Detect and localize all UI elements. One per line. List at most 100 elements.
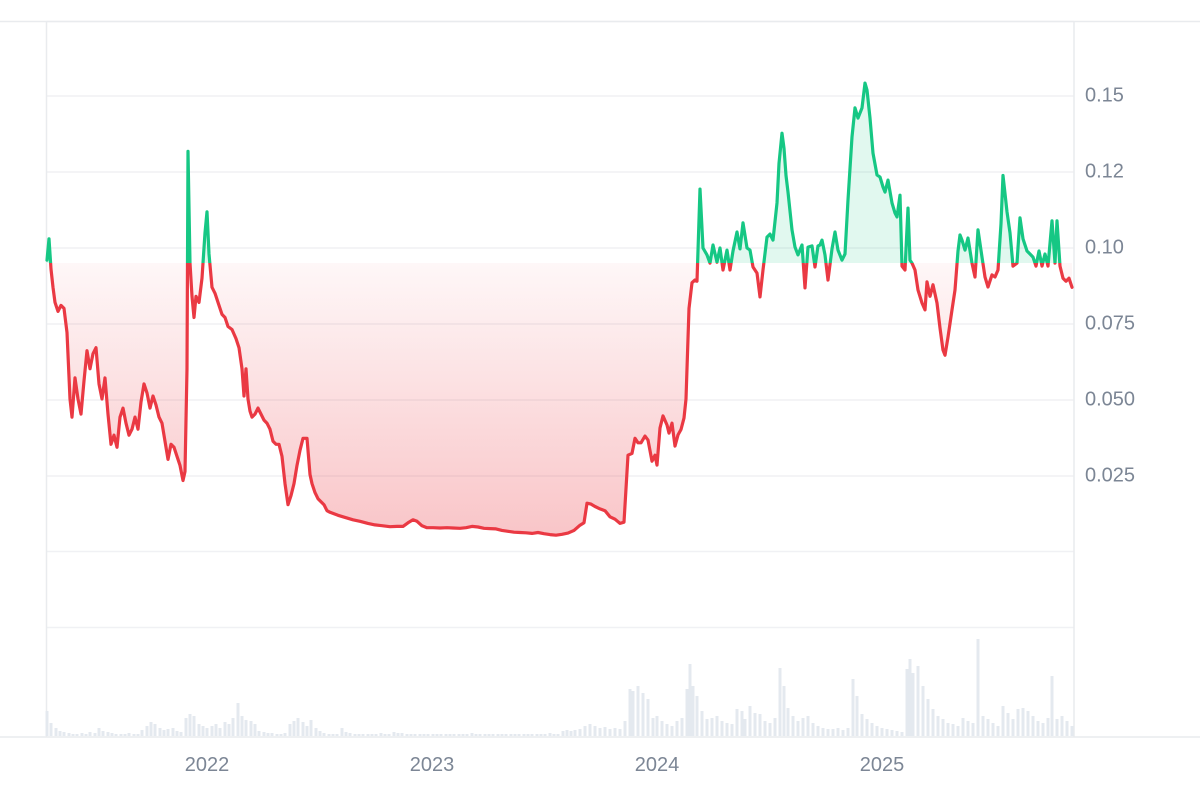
- volume-bar: [496, 734, 500, 736]
- volume-bar: [603, 727, 607, 736]
- volume-bar: [145, 726, 149, 736]
- volume-bar: [474, 734, 478, 736]
- volume-bar: [543, 734, 547, 736]
- volume-bar: [305, 726, 309, 736]
- volume-bar: [941, 719, 945, 736]
- volume-bar: [119, 734, 123, 736]
- volume-bar: [175, 731, 179, 736]
- volume-bar: [836, 728, 840, 736]
- volume-bar: [153, 724, 157, 736]
- volume-bar: [806, 716, 810, 736]
- volume-bar: [374, 734, 378, 736]
- volume-bar: [435, 734, 439, 736]
- volume-bar: [623, 721, 627, 736]
- y-axis-tick-label: 0.12: [1085, 160, 1124, 183]
- y-axis-tick-label: 0.050: [1085, 388, 1136, 411]
- volume-bar: [565, 730, 569, 736]
- volume-bar: [821, 728, 825, 736]
- volume-bar: [695, 696, 699, 736]
- volume-bar: [908, 659, 912, 736]
- volume-bar: [608, 729, 612, 736]
- volume-bar: [685, 689, 689, 736]
- volume-bar: [875, 726, 879, 736]
- volume-bar: [675, 721, 679, 736]
- volume-bar: [841, 730, 845, 736]
- volume-bar: [1041, 723, 1045, 736]
- volume-bar: [201, 726, 205, 736]
- volume-bar: [314, 728, 318, 736]
- volume-bar: [811, 723, 815, 736]
- volume-bar: [782, 686, 786, 736]
- volume-bar: [1006, 713, 1010, 736]
- volume-bar: [500, 734, 504, 736]
- volume-bar: [556, 734, 560, 736]
- volume-bar: [387, 734, 391, 736]
- area-below-baseline: [47, 263, 1072, 536]
- volume-bar: [478, 734, 482, 736]
- volume-bar: [578, 729, 582, 736]
- volume-bar: [735, 709, 739, 736]
- volume-bar: [366, 734, 370, 736]
- x-axis-tick-label: 2023: [409, 754, 455, 776]
- volume-bar: [758, 714, 762, 736]
- volume-bar: [855, 696, 859, 736]
- volume-bar: [197, 724, 201, 736]
- volume-bar: [93, 733, 97, 736]
- volume-bar: [636, 686, 640, 736]
- volume-bar: [188, 714, 192, 736]
- volume-bar: [444, 734, 448, 736]
- volume-bar: [725, 723, 729, 736]
- volume-bar: [870, 723, 874, 736]
- volume-bar: [140, 730, 144, 736]
- volume-bar: [996, 726, 1000, 736]
- volume-bar: [981, 716, 985, 736]
- volume-bar: [240, 716, 244, 736]
- volume-bar: [114, 734, 118, 736]
- volume-bar: [84, 734, 88, 736]
- volume-bar: [318, 731, 322, 736]
- volume-bar: [791, 716, 795, 736]
- volume-bar: [422, 734, 426, 736]
- volume-bar: [573, 730, 577, 736]
- volume-bar: [1016, 709, 1020, 736]
- volume-bar: [916, 666, 920, 736]
- y-axis-tick-label: 0.10: [1085, 236, 1124, 259]
- volume-bar: [691, 686, 695, 736]
- volume-bar: [309, 720, 313, 736]
- volume-bar: [97, 728, 101, 736]
- volume-bar: [101, 731, 105, 736]
- volume-bar: [946, 723, 950, 736]
- volume-bar: [1046, 718, 1050, 736]
- volume-bar: [569, 731, 573, 736]
- volume-bar: [283, 733, 287, 736]
- volume-bar: [986, 719, 990, 736]
- volume-bar: [361, 734, 365, 736]
- x-axis-tick-label: 2025: [859, 754, 905, 776]
- volume-bar: [439, 734, 443, 736]
- price-line-up: [45, 81, 1062, 263]
- volume-bar: [270, 733, 274, 736]
- volume-bar: [646, 699, 650, 736]
- volume-bar: [740, 711, 744, 736]
- volume-bar: [593, 726, 597, 736]
- volume-bar: [561, 731, 565, 736]
- volume-bar: [123, 734, 127, 736]
- volume-bar: [223, 722, 227, 736]
- volume-bar: [936, 716, 940, 736]
- volume-bar: [552, 734, 556, 736]
- volume-bar: [344, 732, 348, 736]
- volume-bar: [214, 724, 218, 736]
- volume-bar: [288, 724, 292, 736]
- volume-bars: [45, 639, 1074, 736]
- volume-bar: [1060, 716, 1064, 736]
- volume-bar: [461, 734, 465, 736]
- volume-bar: [426, 734, 430, 736]
- volume-bar: [296, 718, 300, 736]
- volume-bar: [905, 669, 909, 736]
- volume-bar: [720, 721, 724, 736]
- volume-bar: [911, 673, 915, 736]
- volume-bar: [931, 709, 935, 736]
- volume-bar: [1021, 708, 1025, 736]
